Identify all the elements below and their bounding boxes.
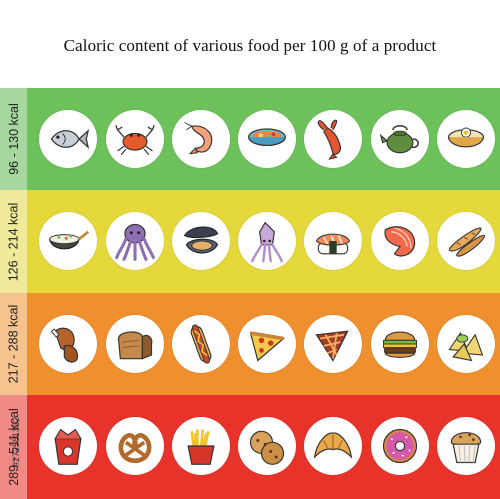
food-item-chicken	[39, 315, 97, 373]
fish-icon	[50, 129, 90, 149]
food-item-squid	[238, 212, 296, 270]
food-item-baguette	[437, 212, 495, 270]
food-item-sushi	[304, 212, 362, 270]
crab-icon	[115, 125, 155, 155]
salmon-icon	[384, 226, 416, 257]
nachos-icon	[448, 331, 484, 362]
baguette-icon	[448, 227, 485, 257]
soup-icon	[248, 128, 286, 147]
cookies-icon	[249, 430, 285, 465]
food-item-fish	[39, 110, 97, 168]
donut-icon	[382, 428, 418, 464]
teapot-icon	[379, 124, 419, 154]
band-side	[0, 293, 27, 395]
food-item-pretzel	[106, 417, 164, 475]
food-item-croissant	[304, 417, 362, 475]
band-side	[0, 190, 27, 293]
pretzel-icon	[118, 433, 152, 463]
band-label: 96 - 130 kcal	[6, 103, 21, 175]
band-217-288: 217 - 288 kcal	[0, 293, 500, 395]
food-item-pie	[304, 315, 362, 373]
octopus-icon	[115, 223, 155, 261]
band-289-511: 289 - 511 kcal	[0, 395, 500, 499]
band-label: 126 - 214 kcal	[6, 202, 21, 281]
wok-icon	[49, 230, 90, 250]
noodle-box-icon	[54, 428, 82, 465]
food-item-octopus	[106, 212, 164, 270]
croissant-icon	[313, 432, 353, 459]
band-96-130: 96 - 130 kcal	[0, 88, 500, 190]
porridge-icon	[447, 127, 485, 148]
pie-icon	[315, 330, 349, 362]
squid-icon	[251, 221, 283, 263]
food-item-donut	[371, 417, 429, 475]
fries-icon	[187, 429, 215, 465]
bread-icon	[117, 331, 153, 360]
food-item-wok	[39, 212, 97, 270]
food-item-bread	[106, 315, 164, 373]
food-item-hotdog	[172, 315, 230, 373]
burger-icon	[383, 331, 417, 358]
food-item-cookies	[238, 417, 296, 475]
food-item-mussel	[172, 212, 230, 270]
stock-id-watermark: #272581332	[11, 416, 21, 468]
food-item-noodle-box	[39, 417, 97, 475]
food-item-muffin	[437, 417, 495, 475]
sushi-icon	[315, 233, 351, 255]
mussel-icon	[183, 226, 219, 254]
food-item-soup	[238, 110, 296, 168]
shrimp-icon	[184, 122, 213, 155]
band-side	[0, 395, 27, 499]
pizza-icon	[249, 331, 285, 362]
band-side	[0, 88, 27, 190]
food-item-crab	[106, 110, 164, 168]
band-126-214: 126 - 214 kcal	[0, 190, 500, 293]
food-item-burger	[371, 315, 429, 373]
food-item-teapot	[371, 110, 429, 168]
lobster-icon	[317, 119, 342, 160]
chicken-leg-icon	[50, 327, 79, 363]
band-label: 217 - 288 kcal	[6, 304, 21, 384]
food-item-lobster	[304, 110, 362, 168]
page-title: Caloric content of various food per 100 …	[63, 36, 437, 55]
food-item-fries	[172, 417, 230, 475]
hotdog-icon	[190, 324, 212, 364]
food-item-pizza	[238, 315, 296, 373]
food-item-nachos	[437, 315, 495, 373]
food-item-porridge	[437, 110, 495, 168]
food-item-salmon	[371, 212, 429, 270]
muffin-icon	[450, 432, 482, 464]
food-item-shrimp	[172, 110, 230, 168]
